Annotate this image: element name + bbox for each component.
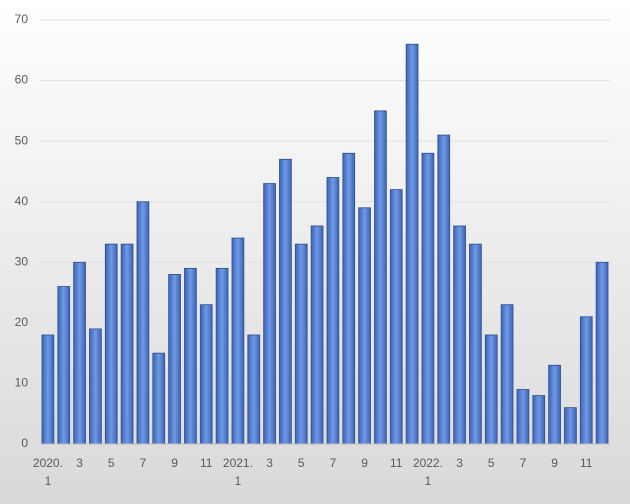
x-tick-label: 9 [551, 456, 558, 470]
x-tick-label: 1 [425, 474, 432, 488]
bar [548, 364, 561, 445]
x-tick-label: 2021. [223, 456, 253, 470]
y-tick-label: 40 [15, 194, 29, 208]
bar [215, 267, 229, 445]
x-tick-label: 11 [200, 456, 213, 470]
x-tick-label: 2022. [413, 456, 443, 470]
bar [484, 334, 498, 445]
bar [358, 207, 371, 445]
x-tick-label: 7 [520, 456, 527, 470]
bar [89, 328, 102, 445]
y-tick-label: 20 [15, 315, 29, 329]
bar [389, 189, 403, 445]
bar [595, 261, 609, 445]
bar [104, 243, 118, 445]
bar [500, 304, 514, 445]
bar [579, 316, 593, 445]
bar [453, 225, 466, 445]
y-tick-label: 10 [15, 376, 29, 390]
bar [184, 267, 197, 445]
bar [326, 177, 340, 445]
y-tick-label: 70 [15, 12, 29, 26]
bar [279, 158, 292, 445]
y-tick-label: 60 [15, 73, 29, 87]
bar [247, 334, 261, 445]
x-tick-label: 5 [108, 456, 115, 470]
bar [532, 395, 546, 445]
y-tick-label: 30 [15, 254, 29, 268]
x-tick-label: 9 [171, 456, 178, 470]
y-tick-label: 0 [21, 436, 28, 450]
bar [374, 110, 387, 445]
bar [41, 334, 55, 445]
bar [310, 225, 324, 445]
bar [199, 304, 213, 445]
x-tick-label: 5 [298, 456, 305, 470]
x-tick-label: 7 [140, 456, 147, 470]
bar [421, 152, 435, 445]
x-tick-label: 1 [235, 474, 242, 488]
bar [469, 243, 482, 445]
x-tick-label: 2020. [33, 456, 63, 470]
x-tick-label: 1 [45, 474, 52, 488]
bar [57, 286, 71, 445]
bar [405, 43, 419, 445]
bar [73, 261, 86, 445]
bar [136, 201, 150, 445]
bar [437, 134, 451, 445]
x-tick-label: 7 [330, 456, 337, 470]
x-tick-label: 3 [76, 456, 83, 470]
bar [152, 352, 166, 445]
bar [168, 273, 181, 445]
x-tick-label: 3 [456, 456, 463, 470]
bar [564, 407, 577, 445]
x-tick-label: 3 [266, 456, 273, 470]
bar [231, 237, 245, 445]
bar [516, 389, 530, 445]
bar [120, 243, 134, 445]
bar [342, 152, 356, 445]
x-tick-label: 11 [390, 456, 403, 470]
x-tick-label: 11 [580, 456, 593, 470]
x-tick-label: 9 [361, 456, 368, 470]
bar [294, 243, 308, 445]
x-tick-label: 5 [488, 456, 495, 470]
bar [263, 183, 276, 445]
y-tick-label: 50 [15, 133, 29, 147]
